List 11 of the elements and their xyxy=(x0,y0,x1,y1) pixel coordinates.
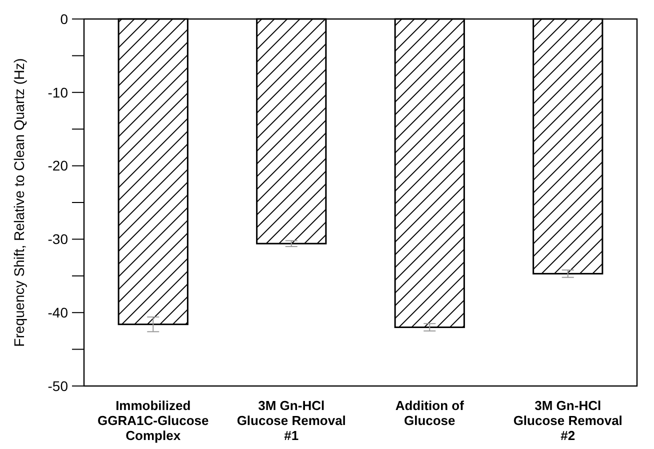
x-tick-label: 3M Gn-HCl Glucose Removal #1 xyxy=(236,398,346,443)
y-axis-title: Frequency Shift, Relative to Clean Quartz (Hz) xyxy=(11,58,27,347)
y-tick-label: -50 xyxy=(48,378,68,394)
y-tick-label: -40 xyxy=(48,304,68,320)
x-tick-label: 3M Gn-HCl Glucose Removal #2 xyxy=(513,398,622,443)
x-tick-label: Addition of Glucose xyxy=(395,398,465,428)
y-tick-label: -20 xyxy=(48,158,68,174)
y-tick-label: -10 xyxy=(48,84,68,100)
y-tick-label: -30 xyxy=(48,231,68,248)
x-tick-label: Immobilized GGRA1C-Glucose Complex xyxy=(98,398,209,443)
y-tick-label: 0 xyxy=(60,10,68,27)
